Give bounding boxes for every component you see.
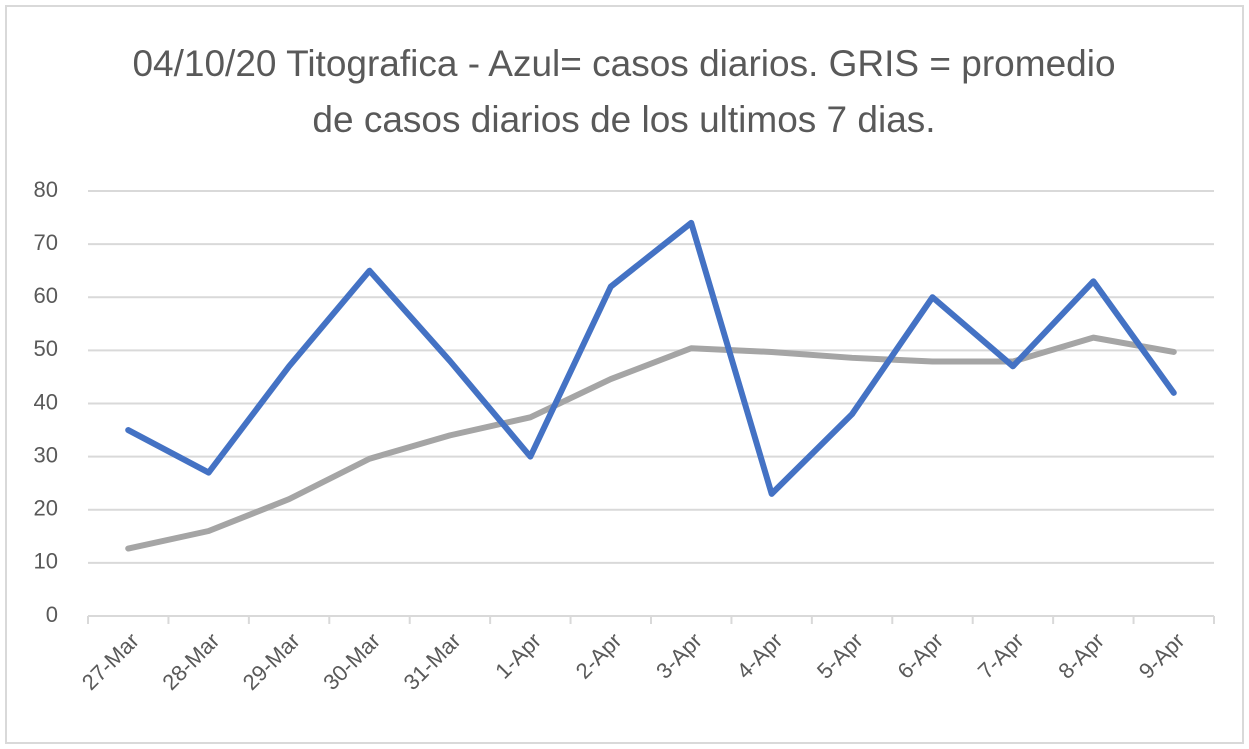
y-tick-label: 60 <box>34 283 58 308</box>
x-tick-label: 4-Apr <box>732 628 788 684</box>
x-tick-label: 31-Mar <box>399 628 466 695</box>
y-tick-label: 40 <box>34 389 58 414</box>
x-tick-label: 30-Mar <box>318 628 385 695</box>
data-line <box>125 334 1177 552</box>
x-tick-label: 29-Mar <box>238 628 305 695</box>
data-line <box>125 219 1177 497</box>
x-tick-label: 6-Apr <box>892 628 948 684</box>
y-tick-label: 0 <box>46 602 58 627</box>
x-tick-label: 28-Mar <box>157 628 224 695</box>
x-tick-label: 5-Apr <box>812 628 868 684</box>
chart-title: 04/10/20 Titografica - Azul= casos diari… <box>132 43 1116 140</box>
y-tick-label: 50 <box>34 336 58 361</box>
chart-border <box>5 5 1244 744</box>
y-tick-label: 20 <box>34 496 58 521</box>
x-tick-label: 7-Apr <box>973 628 1029 684</box>
x-tick-label: 3-Apr <box>651 628 707 684</box>
y-tick-label: 30 <box>34 442 58 467</box>
x-tick-label: 8-Apr <box>1053 628 1109 684</box>
x-tick-label: 2-Apr <box>571 628 627 684</box>
x-tick-label: 27-Mar <box>77 628 144 695</box>
y-tick-label: 10 <box>34 549 58 574</box>
x-tick-label: 9-Apr <box>1134 628 1190 684</box>
y-tick-label: 80 <box>34 177 58 202</box>
x-tick-label: 1-Apr <box>490 628 546 684</box>
y-tick-label: 70 <box>34 230 58 255</box>
